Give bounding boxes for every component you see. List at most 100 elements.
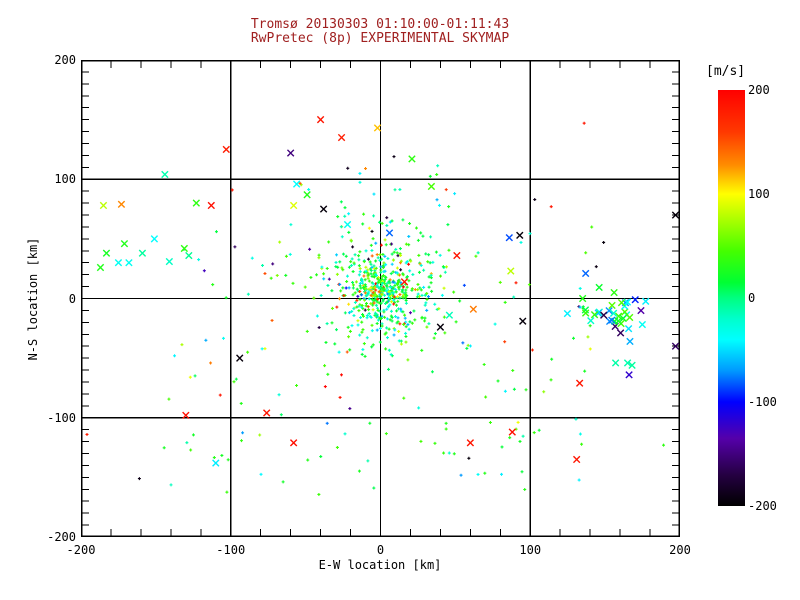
scatter-point-field-sprinkle (258, 433, 262, 437)
scatter-point-hot-streak (374, 288, 378, 292)
scatter-point-central-halo (312, 296, 316, 300)
scatter-point-central-halo (385, 326, 389, 330)
scatter-point-central-halo (361, 348, 365, 352)
scatter-point-field-sprinkle (518, 439, 522, 443)
scatter-point-hot-streak (363, 291, 367, 295)
scatter-point-hot-streak (342, 294, 346, 298)
y-tick-label: -200 (47, 530, 76, 544)
scatter-point-central-halo (343, 214, 347, 218)
scatter-point-central-halo (335, 305, 339, 309)
scatter-point-central-halo (391, 258, 395, 262)
scatter-point (222, 145, 230, 154)
scatter-point-field-sprinkle (326, 372, 330, 376)
scatter-point-field-sprinkle (527, 283, 531, 287)
scatter-point-field-sprinkle (572, 336, 576, 340)
scatter-point-field-sprinkle (260, 347, 264, 351)
scatter-point-field-sprinkle (583, 369, 587, 373)
scatter-point-hot-streak (369, 286, 373, 290)
scatter-point-central-halo (341, 252, 345, 256)
scatter-point (269, 276, 273, 280)
scatter-point-central-core (407, 279, 411, 283)
colorbar-tick-label: 200 (748, 83, 770, 97)
scatter-point-central-core (387, 296, 391, 300)
scatter-point-field-sprinkle (348, 407, 352, 411)
scatter-point-central-core (396, 273, 400, 277)
scatter-point-central-core (367, 279, 371, 283)
scatter-point-central-halo (424, 252, 428, 256)
scatter-point-central-core (380, 275, 384, 279)
scatter-point (102, 249, 111, 257)
scatter-point-central-core (374, 303, 378, 307)
scatter-point (453, 251, 461, 260)
scatter-point (180, 244, 189, 253)
scatter-point-central-halo (371, 237, 375, 241)
scatter-point-field-sprinkle (224, 296, 228, 300)
scatter-point-field-sprinkle (549, 378, 553, 382)
scatter-point-central-halo (374, 241, 378, 245)
scatter-point-central-halo (346, 325, 350, 329)
scatter-point-central-core (363, 283, 367, 287)
scatter-point-field-sprinkle (240, 439, 244, 443)
scatter-point-central-halo (427, 253, 431, 257)
scatter-point (150, 235, 159, 243)
scatter-point-central-core (370, 297, 374, 301)
scatter-point-central-halo (378, 258, 382, 262)
scatter-point-central-halo (419, 231, 423, 235)
scatter-point-field-sprinkle (586, 335, 590, 339)
scatter-point (507, 267, 515, 275)
scatter-point-central-halo (352, 261, 356, 265)
scatter-point-upper-sprinkle (388, 220, 392, 224)
scatter-point (96, 263, 105, 272)
scatter-point-central-halo (352, 314, 356, 318)
x-tick-label: 200 (669, 543, 691, 557)
scatter-point-central-halo (396, 320, 400, 324)
scatter-point-central-halo (370, 329, 374, 333)
scatter-point-central-halo (356, 319, 360, 323)
scatter-point (671, 211, 680, 219)
scatter-point-field-sprinkle (461, 341, 465, 345)
scatter-point-central-halo (416, 238, 420, 242)
scatter-point-central-halo (395, 303, 399, 307)
scatter-point-central-halo (410, 287, 414, 291)
scatter-point-central-halo (408, 269, 412, 273)
scatter-point-hot-streak (358, 290, 362, 294)
scatter-point-central-halo (334, 328, 338, 332)
scatter-point-central-halo (375, 322, 379, 326)
scatter-point (114, 259, 123, 267)
scatter-point-central-halo (389, 272, 393, 276)
scatter-point-central-halo (355, 305, 359, 309)
scatter-point (662, 443, 666, 447)
scatter-point-central-core (369, 272, 373, 276)
scatter-point-central-halo (359, 316, 363, 320)
scatter-point-central-core (388, 285, 392, 289)
scatter-point-central-halo (326, 283, 330, 287)
scatter-point (185, 251, 193, 260)
scatter-point-central-halo (347, 335, 351, 339)
scatter-point-field-sprinkle (402, 396, 406, 400)
scatter-point-central-core (360, 278, 364, 282)
scatter-point-field-sprinkle (442, 451, 446, 455)
scatter-point-central-halo (345, 274, 349, 278)
scatter-point-central-halo (358, 333, 362, 337)
scatter-point-east-cluster (563, 309, 572, 318)
scatter-point-central-halo (420, 315, 424, 319)
scatter-point (161, 170, 169, 179)
scatter-point-field-sprinkle (250, 256, 254, 260)
scatter-point-central-halo (349, 264, 353, 268)
scatter-point-field-sprinkle (484, 395, 488, 399)
scatter-point-central-halo (458, 299, 462, 303)
scatter-point-central-halo (305, 329, 309, 333)
scatter-point-central-core (393, 284, 397, 288)
scatter-point-central-halo (339, 373, 343, 377)
scatter-point-central-halo (429, 273, 433, 277)
scatter-point-field-sprinkle (519, 240, 523, 244)
scatter-point-hot-streak (369, 293, 373, 297)
scatter-point-central-halo (369, 315, 373, 319)
scatter-point-central-halo (338, 297, 342, 301)
scatter-point-field-sprinkle (270, 318, 274, 322)
scatter-point-field-sprinkle (308, 247, 312, 251)
scatter-point-field-sprinkle (169, 483, 173, 487)
scatter-point-central-halo (398, 247, 402, 251)
plot-frame (81, 60, 680, 537)
scatter-point-central-core (377, 278, 381, 282)
